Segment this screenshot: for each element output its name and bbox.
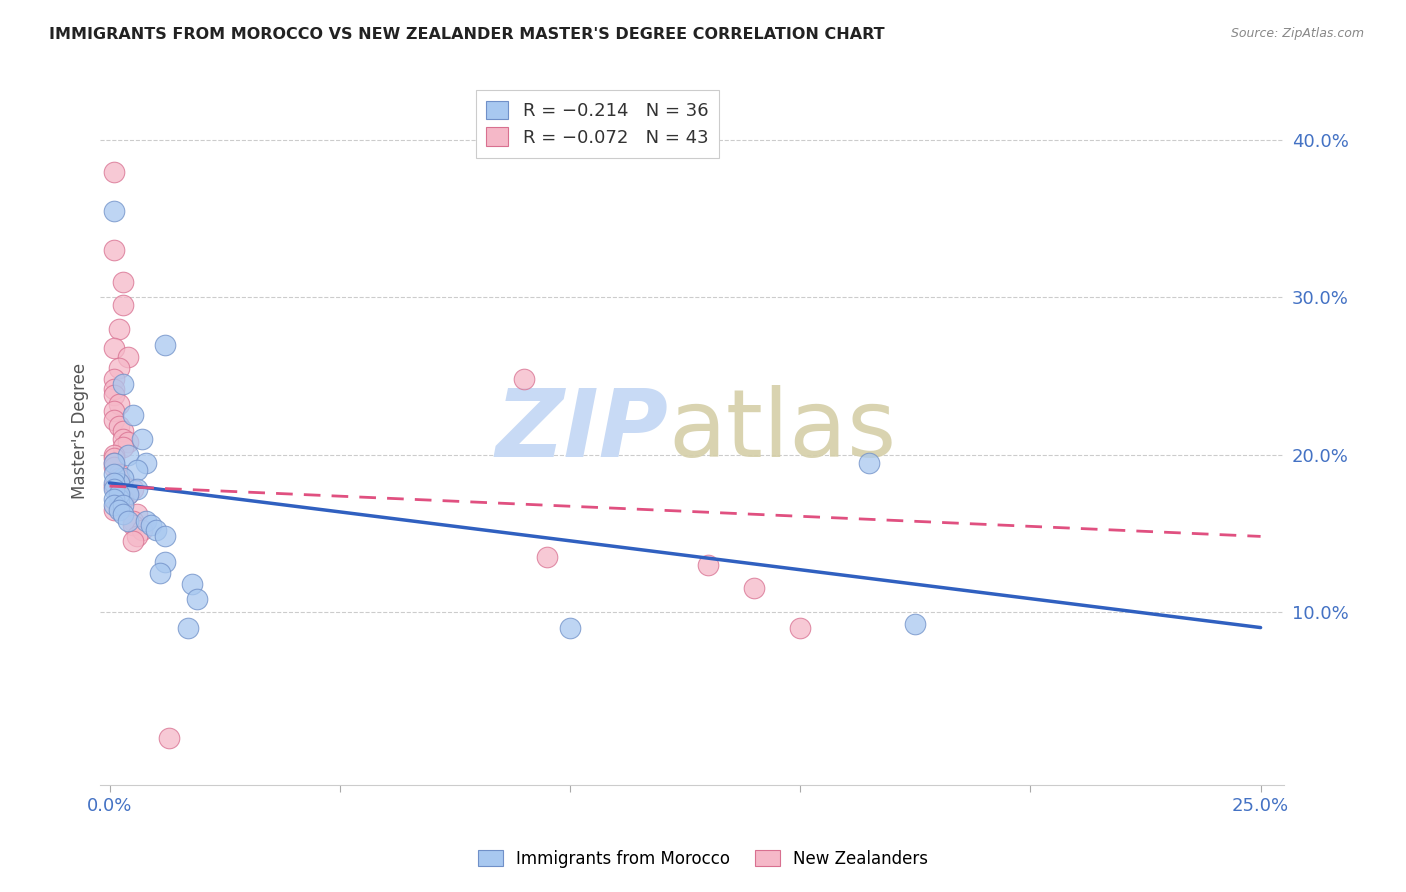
Point (139, 518, 162, 533)
Point (536, 549, 558, 564)
Point (112, 376, 135, 391)
Point (107, 487, 129, 501)
Text: ZIP: ZIP (495, 385, 668, 477)
Point (112, 491, 135, 506)
Point (103, 403, 125, 417)
Point (103, 450, 125, 465)
Point (117, 514, 139, 528)
Point (697, 558, 720, 572)
Point (107, 397, 129, 411)
Point (107, 322, 129, 336)
Point (112, 508, 135, 522)
Point (103, 482, 125, 496)
Point (103, 448, 125, 462)
Point (131, 432, 153, 446)
Text: IMMIGRANTS FROM MOROCCO VS NEW ZEALANDER MASTER'S DEGREE CORRELATION CHART: IMMIGRANTS FROM MOROCCO VS NEW ZEALANDER… (49, 27, 884, 42)
Y-axis label: Master's Degree: Master's Degree (72, 363, 89, 500)
Text: Source: ZipAtlas.com: Source: ZipAtlas.com (1230, 27, 1364, 40)
Legend: R = −0.214   N = 36, R = −0.072   N = 43: R = −0.214 N = 36, R = −0.072 N = 43 (475, 90, 718, 158)
Point (117, 350, 139, 364)
Point (121, 514, 143, 528)
Point (103, 479, 125, 493)
Point (181, 576, 204, 591)
Point (103, 165, 125, 179)
Point (112, 298, 135, 312)
Point (858, 456, 880, 470)
Text: atlas: atlas (668, 385, 897, 477)
Point (103, 413, 125, 427)
Point (103, 475, 125, 490)
Point (789, 621, 811, 635)
Point (121, 518, 143, 533)
Point (103, 502, 125, 516)
Point (107, 475, 129, 490)
Point (112, 498, 135, 512)
Point (127, 482, 149, 496)
Point (153, 337, 176, 351)
Point (117, 435, 139, 450)
Point (904, 617, 927, 632)
Point (127, 529, 149, 543)
Point (107, 491, 129, 506)
Point (103, 372, 125, 386)
Point (103, 467, 125, 481)
Point (103, 456, 125, 470)
Point (107, 419, 129, 434)
Point (112, 471, 135, 485)
Point (107, 502, 129, 516)
Point (145, 523, 167, 537)
Point (103, 244, 125, 258)
Legend: Immigrants from Morocco, New Zealanders: Immigrants from Morocco, New Zealanders (471, 844, 935, 875)
Point (558, 621, 581, 635)
Point (186, 592, 208, 607)
Point (107, 471, 129, 485)
Point (117, 448, 139, 462)
Point (135, 514, 157, 528)
Point (149, 566, 172, 580)
Point (103, 204, 125, 219)
Point (103, 460, 125, 475)
Point (103, 498, 125, 512)
Point (107, 361, 129, 376)
Point (103, 382, 125, 396)
Point (121, 409, 143, 423)
Point (112, 275, 135, 289)
Point (103, 456, 125, 470)
Point (127, 508, 149, 522)
Point (112, 432, 135, 446)
Point (121, 534, 143, 549)
Point (513, 372, 536, 386)
Point (177, 621, 200, 635)
Point (131, 523, 153, 537)
Point (107, 498, 129, 512)
Point (112, 424, 135, 438)
Point (121, 482, 143, 496)
Point (117, 487, 139, 501)
Point (742, 582, 765, 596)
Point (112, 440, 135, 454)
Point (153, 555, 176, 569)
Point (153, 529, 176, 543)
Point (103, 491, 125, 506)
Point (103, 388, 125, 402)
Point (107, 467, 129, 481)
Point (157, 731, 180, 745)
Point (135, 456, 157, 470)
Point (103, 341, 125, 355)
Point (127, 463, 149, 477)
Point (117, 487, 139, 501)
